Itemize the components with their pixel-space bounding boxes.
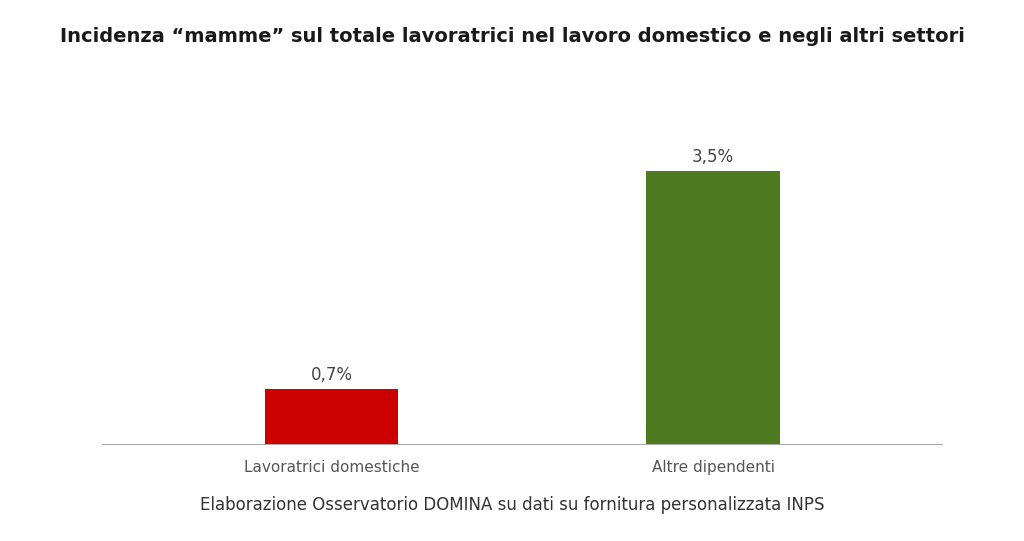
Bar [646, 170, 780, 444]
Text: Elaborazione Osservatorio DOMINA su dati su fornitura personalizzata INPS: Elaborazione Osservatorio DOMINA su dati… [200, 496, 824, 514]
Text: 0,7%: 0,7% [310, 366, 352, 384]
Bar [264, 389, 398, 444]
Text: 3,5%: 3,5% [692, 148, 734, 166]
Text: Incidenza “mamme” sul totale lavoratrici nel lavoro domestico e negli altri sett: Incidenza “mamme” sul totale lavoratrici… [59, 27, 965, 46]
